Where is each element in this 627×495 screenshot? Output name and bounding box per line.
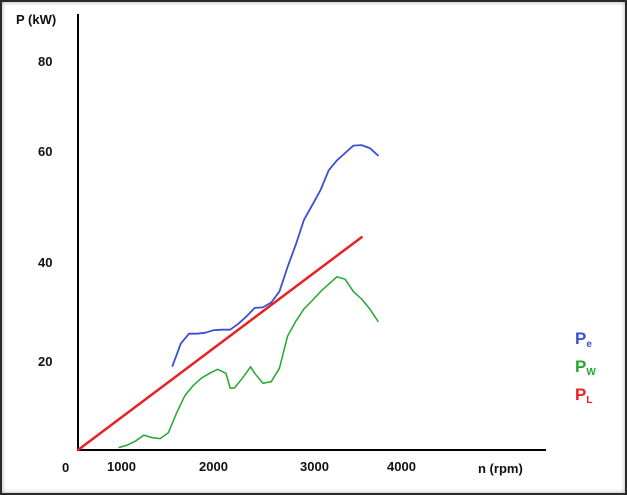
legend-pl-sub: L <box>586 395 592 406</box>
legend-pw-sub: W <box>586 367 596 378</box>
x-tick-label-2000: 2000 <box>199 459 228 474</box>
series-pe-line <box>173 145 379 366</box>
series-pw-line <box>119 277 378 448</box>
legend-entry-pl: PL <box>575 385 592 406</box>
series-pl-line <box>78 237 362 450</box>
legend-entry-pe: Pe <box>575 329 592 350</box>
x-tick-label-1000: 1000 <box>107 459 136 474</box>
series-group <box>78 145 378 450</box>
x-tick-label-4000: 4000 <box>387 459 416 474</box>
legend-pl-main: P <box>575 385 586 404</box>
y-tick-label-80: 80 <box>38 54 52 69</box>
x-axis-label: n (rpm) <box>478 461 523 476</box>
legend-pw-main: P <box>575 357 586 376</box>
legend-entry-pw: PW <box>575 357 596 378</box>
y-tick-label-20: 20 <box>38 354 52 369</box>
y-axis-label: P (kW) <box>16 12 56 27</box>
legend: Pe PW PL <box>575 329 596 406</box>
y-tick-label-40: 40 <box>38 255 52 270</box>
y-tick-label-60: 60 <box>38 144 52 159</box>
legend-pe-sub: e <box>586 339 592 350</box>
x-tick-label-0: 0 <box>62 460 69 475</box>
x-tick-label-3000: 3000 <box>300 459 329 474</box>
legend-pe-main: P <box>575 329 586 348</box>
